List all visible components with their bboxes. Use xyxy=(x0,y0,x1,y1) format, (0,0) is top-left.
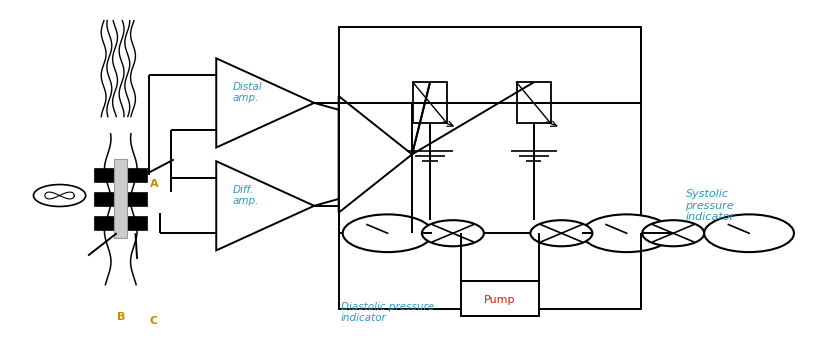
Bar xyxy=(94,168,147,182)
Text: A: A xyxy=(150,178,158,189)
Text: C: C xyxy=(149,316,157,326)
Bar xyxy=(94,216,147,230)
Text: Distal
amp.: Distal amp. xyxy=(233,82,262,103)
Circle shape xyxy=(33,185,86,206)
Circle shape xyxy=(582,214,672,252)
Text: Pump: Pump xyxy=(484,295,516,305)
Circle shape xyxy=(530,220,592,246)
Text: Systolic
pressure
indicator: Systolic pressure indicator xyxy=(685,189,734,222)
Circle shape xyxy=(343,214,432,252)
Circle shape xyxy=(642,220,704,246)
Text: B: B xyxy=(117,312,125,322)
Text: Diff.
amp.: Diff. amp. xyxy=(233,185,259,206)
Bar xyxy=(517,82,551,123)
Bar xyxy=(94,192,147,206)
Bar xyxy=(339,27,641,309)
Bar xyxy=(413,82,447,123)
Bar xyxy=(461,281,539,316)
Circle shape xyxy=(422,220,484,246)
Bar xyxy=(114,159,127,238)
Text: Diastolic pressure
indicator: Diastolic pressure indicator xyxy=(341,302,434,323)
Circle shape xyxy=(704,214,794,252)
